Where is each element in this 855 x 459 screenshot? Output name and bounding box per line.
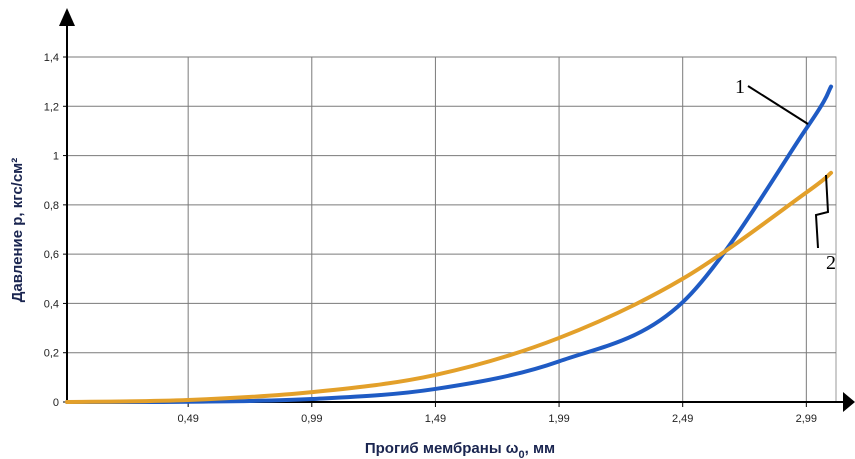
curve-label-2-leader [814, 174, 830, 249]
y-tick-label: 1,2 [44, 101, 59, 113]
x-tick-label: 2,49 [672, 413, 693, 425]
y-tick-label: 1 [53, 151, 59, 163]
y-tick-label: 0,8 [44, 200, 59, 212]
curve-label-2-text: 2 [826, 252, 836, 274]
tick-labels: 0,49 0,99 1,49 1,99 2,49 2,99 0 0,2 0,4 0,6 0,8 1 1,… [44, 52, 817, 425]
x-axis-title-unit: , мм [525, 440, 556, 457]
y-tick-label: 1,4 [44, 52, 59, 64]
x-axis-title-main: Прогиб мембраны ω [365, 440, 519, 457]
x-tick-label: 0,49 [177, 413, 198, 425]
series-lines [65, 84, 834, 405]
plot-frame [66, 56, 837, 403]
y-tick-label: 0,4 [44, 298, 59, 310]
x-axis-title-subscript: 0 [518, 449, 524, 459]
curve-label-1: 1 [735, 76, 809, 125]
x-axis-arrow [843, 392, 855, 412]
grid [66, 56, 837, 403]
curve-label-1-leader [747, 85, 809, 125]
y-axis-arrow [59, 8, 75, 26]
x-tick-label: 1,99 [548, 413, 569, 425]
curve-label-2: 2 [814, 174, 836, 274]
series-line-2 [65, 170, 834, 404]
series-line-1 [65, 84, 834, 405]
axes [59, 8, 855, 412]
x-tick-label: 2,99 [796, 413, 817, 425]
y-tick-label: 0 [53, 397, 59, 409]
x-tick-label: 0,99 [301, 413, 322, 425]
y-tick-label: 0,6 [44, 249, 59, 261]
curve-label-1-text: 1 [735, 76, 745, 98]
y-tick-label: 0,2 [44, 348, 59, 360]
y-axis-title: Давление p, кгс/см² [9, 158, 26, 303]
x-axis-title: Прогиб мембраны ω0, мм [365, 440, 555, 459]
x-tick-label: 1,49 [425, 413, 446, 425]
